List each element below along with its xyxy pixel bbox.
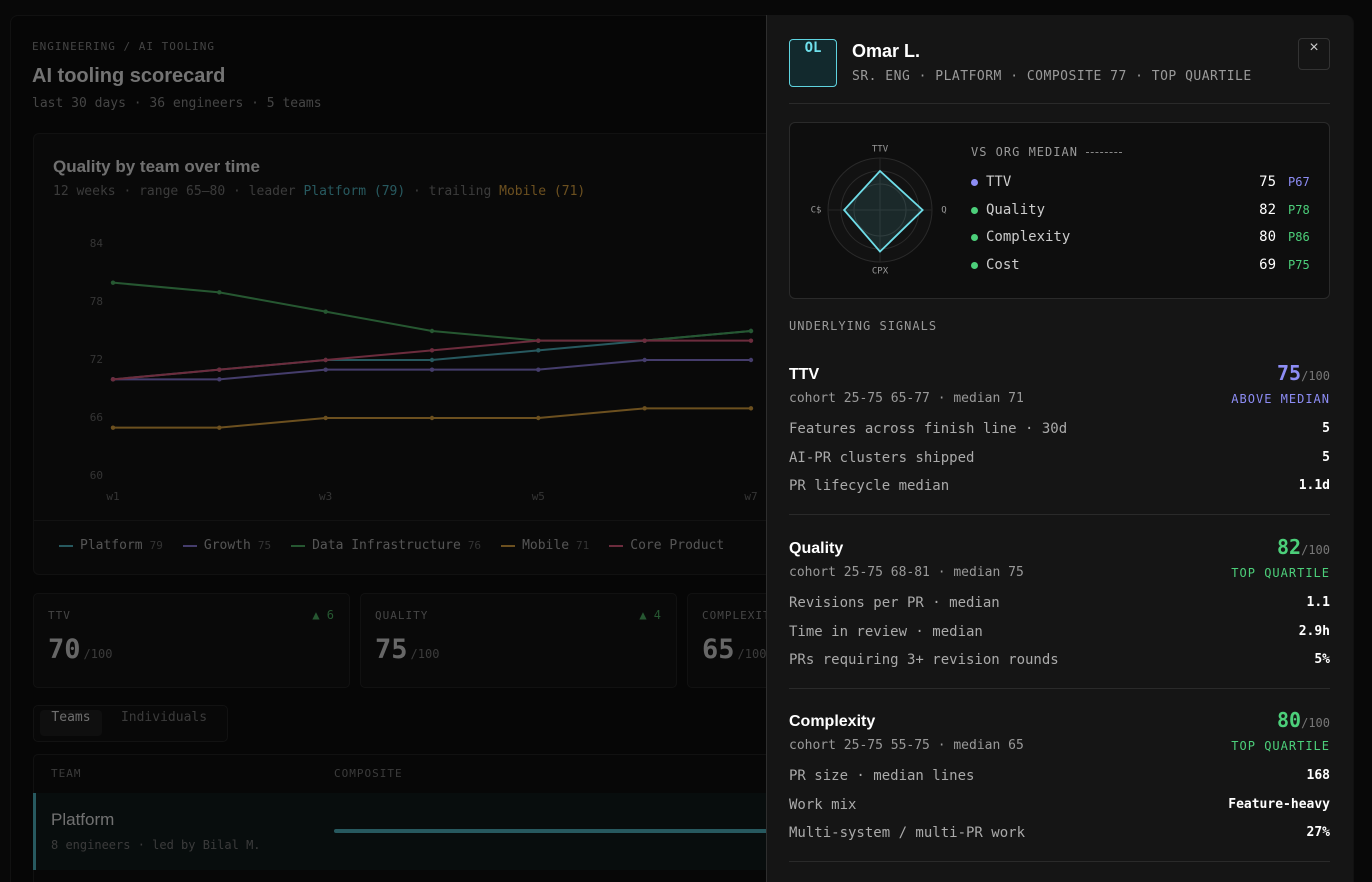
signal-score-value: 80 [1277, 708, 1302, 732]
radar-chart: TTV Q CPX C$ [811, 145, 947, 277]
signal-score-suffix: /100 [1301, 543, 1330, 557]
metric-name: Complexity [986, 229, 1071, 245]
metric-dot [971, 206, 978, 214]
signal-row-value: 5% [1314, 652, 1330, 667]
signal-name: TTV [789, 366, 820, 383]
signal-cohort: cohort 25-75 65-77 · median 71 [789, 391, 1024, 406]
signal-row-value: 27% [1306, 825, 1330, 840]
signal-row-value: 1.1 [1306, 595, 1330, 610]
metric-dot [971, 261, 978, 269]
signal-cohort: cohort 25-75 68-81 · median 75 [789, 565, 1024, 580]
metric-value: 75 [1259, 174, 1276, 190]
signal-row-label: Work mix [789, 796, 857, 813]
radar-shape [842, 169, 924, 253]
signal-name: Quality [789, 540, 844, 557]
radar-title: VS ORG MEDIAN [971, 145, 1078, 159]
close-button[interactable]: × [1298, 38, 1330, 70]
divider [789, 688, 1330, 689]
metric-name: TTV [986, 174, 1012, 190]
signal-status: ABOVE MEDIAN [1231, 392, 1330, 406]
signal-row-label: Features across finish line · 30d [789, 421, 1068, 437]
person-subtitle: SR. ENG · PLATFORM · COMPOSITE 77 · TOP … [852, 69, 1252, 84]
metric-dot [971, 179, 978, 186]
metric-percentile: P67 [1288, 175, 1310, 189]
signal-score: 80/100 [1100, 708, 1330, 732]
signal-row-label: PR size · median lines [789, 768, 975, 784]
signal-row-value: 5 [1322, 449, 1330, 465]
signal-row-label: PR lifecycle median [789, 478, 950, 494]
signal-score-suffix: /100 [1301, 716, 1330, 730]
signal-row-value: 5 [1322, 421, 1330, 436]
signal-row-value: 2.9h [1298, 623, 1330, 639]
section-title: UNDERLYING SIGNALS [789, 319, 938, 333]
signal-row-label: AI-PR clusters shipped [789, 449, 975, 466]
signal-status: TOP QUARTILE [1231, 566, 1330, 580]
signal-status: TOP QUARTILE [1231, 739, 1330, 753]
signal-row-label: Multi-system / multi-PR work [789, 825, 1026, 841]
signal-row-label: PRs requiring 3+ revision rounds [789, 652, 1059, 668]
metric-percentile: P78 [1288, 202, 1310, 217]
metric-name: Quality [986, 201, 1046, 218]
metric-percentile: P75 [1288, 257, 1310, 272]
metric-dot [971, 234, 978, 241]
signal-row-label: Revisions per PR · median [789, 595, 1000, 611]
avatar: OL [789, 39, 837, 87]
signal-row-value: 168 [1306, 768, 1330, 783]
divider [789, 514, 1330, 515]
signal-score-suffix: /100 [1301, 369, 1330, 383]
signal-row-value: 1.1d [1298, 478, 1330, 493]
signal-score-value: 75 [1277, 361, 1302, 385]
signal-score: 82/100 [1100, 535, 1330, 559]
radar-axis-label: TTV [872, 145, 889, 155]
radar-axis-label: CPX [872, 267, 889, 277]
radar-axis-label: C$ [811, 206, 822, 216]
signal-row-value: Feature-heavy [1228, 796, 1330, 812]
median-swatch [1085, 151, 1122, 153]
radar-axis-label: Q [941, 206, 946, 216]
metric-value: 69 [1259, 256, 1276, 273]
signal-score-value: 82 [1277, 535, 1302, 559]
person-name: Omar L. [852, 41, 921, 61]
divider [789, 861, 1330, 862]
divider [789, 103, 1330, 104]
metric-value: 82 [1259, 201, 1276, 218]
signal-cohort: cohort 25-75 55-75 · median 65 [789, 738, 1024, 753]
metric-name: Cost [986, 256, 1020, 273]
metric-percentile: P86 [1288, 230, 1310, 244]
signal-score: 75/100 [1100, 361, 1330, 385]
signal-name: Complexity [789, 713, 876, 730]
metric-value: 80 [1259, 229, 1276, 245]
signal-row-label: Time in review · median [789, 623, 983, 640]
radar-title-row: VS ORG MEDIAN [971, 145, 1122, 159]
